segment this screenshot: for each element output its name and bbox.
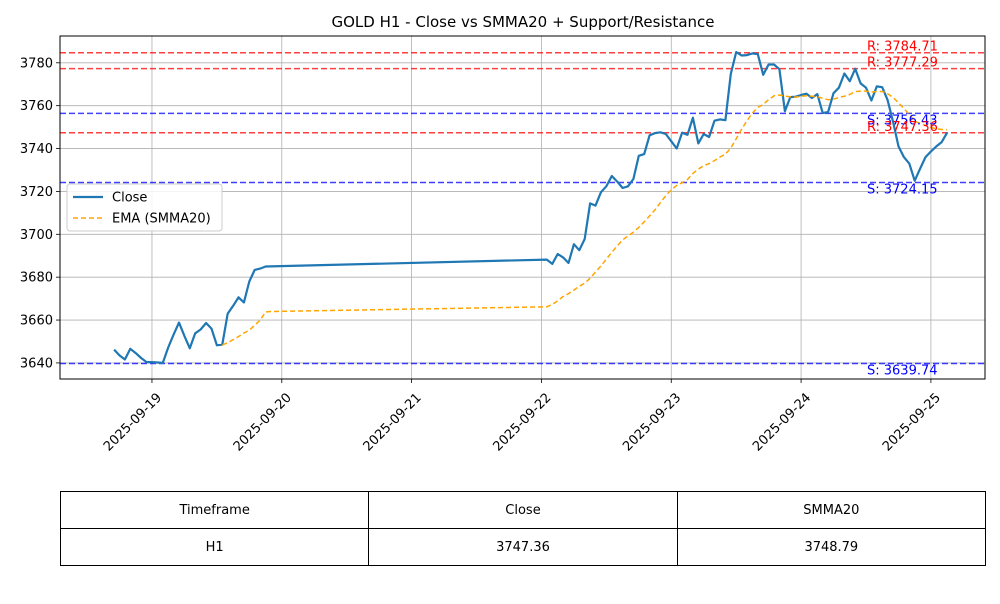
x-tick-label: 2025-09-24 — [750, 390, 814, 454]
x-tick-label: 2025-09-19 — [101, 390, 165, 454]
resistance-level-label: R: 3784.71 — [867, 40, 938, 55]
series-lines — [114, 52, 947, 363]
table-header-cell: SMMA20 — [677, 492, 985, 529]
legend-label: Close — [112, 191, 147, 206]
y-tick-label: 3760 — [20, 99, 53, 114]
y-tick-label: 3780 — [20, 56, 53, 71]
summary-table: Timeframe Close SMMA20 H1 3747.36 3748.7… — [60, 491, 986, 566]
table-cell: 3747.36 — [369, 529, 677, 566]
table-header-cell: Close — [369, 492, 677, 529]
x-tick-label: 2025-09-25 — [880, 390, 944, 454]
y-tick-label: 3720 — [20, 185, 53, 200]
support-level-label: S: 3639.74 — [867, 363, 938, 378]
legend: Close EMA (SMMA20) — [67, 184, 222, 231]
x-tick-label: 2025-09-22 — [490, 390, 554, 454]
table-header-row: Timeframe Close SMMA20 — [61, 492, 986, 529]
chart-title: GOLD H1 - Close vs SMMA20 + Support/Resi… — [331, 13, 714, 31]
y-tick-label: 3680 — [20, 271, 53, 286]
support-level-label: S: 3724.15 — [867, 183, 938, 198]
y-tick-label: 3640 — [20, 356, 53, 371]
x-tick-label: 2025-09-23 — [620, 390, 684, 454]
y-tick-label: 3700 — [20, 228, 53, 243]
y-tick-label: 3740 — [20, 142, 53, 157]
resistance-level-label: R: 3777.29 — [867, 56, 938, 71]
y-tick-label: 3660 — [20, 314, 53, 329]
table-row: H1 3747.36 3748.79 — [61, 529, 986, 566]
level-labels: R: 3784.71R: 3777.29S: 3756.43R: 3747.36… — [867, 40, 938, 379]
legend-label: EMA (SMMA20) — [112, 212, 211, 227]
table-cell: H1 — [61, 529, 369, 566]
x-tick-label: 2025-09-21 — [361, 390, 425, 454]
smma20-series-line — [222, 91, 947, 345]
x-tick-label: 2025-09-20 — [231, 390, 295, 454]
table-header-cell: Timeframe — [61, 492, 369, 529]
axes: 3640 3660 3680 3700 3720 3740 3760 3780 2025-09-… — [20, 36, 985, 454]
table-cell: 3748.79 — [677, 529, 985, 566]
resistance-level-label: R: 3747.36 — [867, 120, 938, 135]
